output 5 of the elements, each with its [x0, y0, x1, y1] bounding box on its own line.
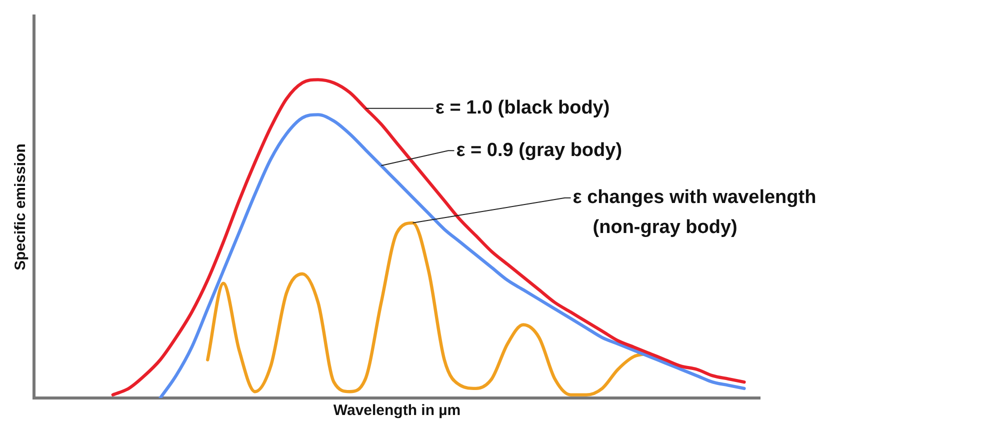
- y-axis-title: Specific emission: [12, 144, 30, 270]
- annotation: ε changes with wavelength (non-gray body): [572, 187, 816, 238]
- annotation: ε = 1.0 (black body): [435, 98, 610, 119]
- x-axis-title: Wavelength in µm: [333, 402, 461, 420]
- annotation: ε = 0.9 (gray body): [456, 140, 622, 161]
